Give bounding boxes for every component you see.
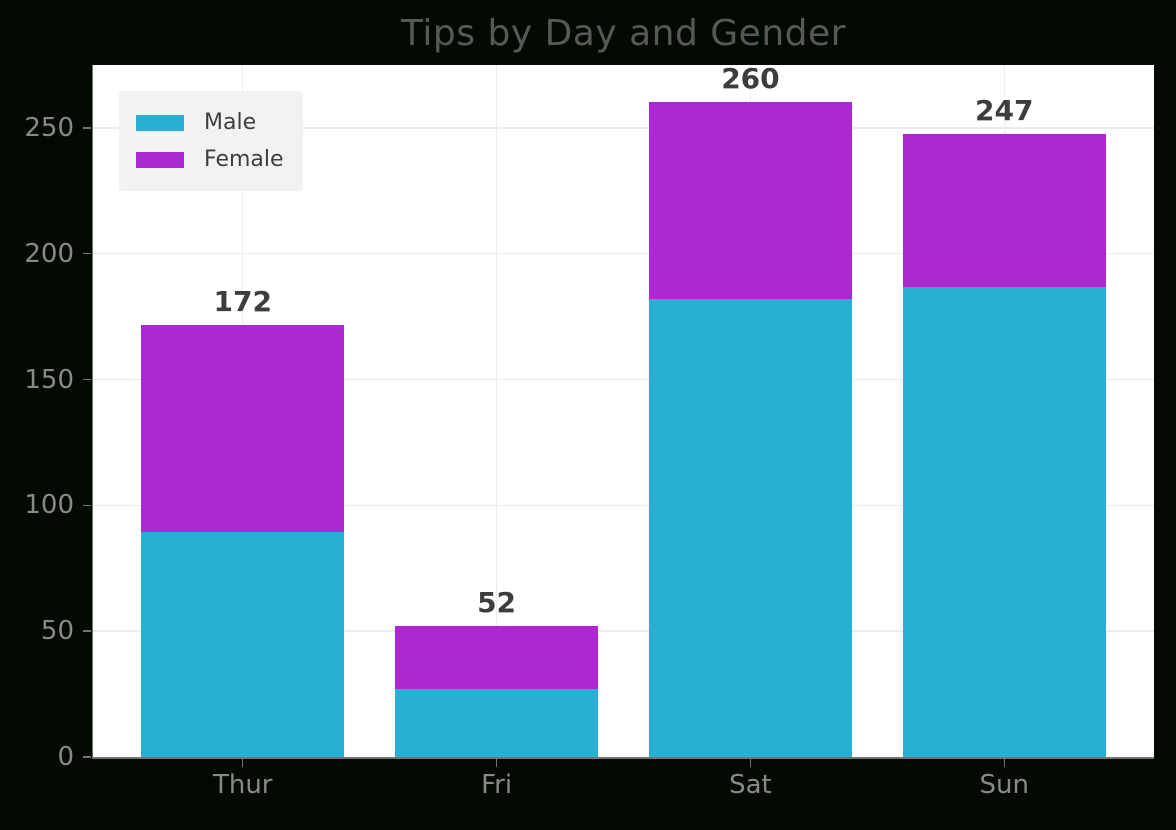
bar-segment-male xyxy=(395,689,599,757)
y-tick-mark xyxy=(83,378,91,381)
legend-label: Female xyxy=(204,146,284,172)
x-tick-label: Thur xyxy=(212,770,273,800)
y-axis-spine xyxy=(91,65,93,759)
bar-segment-female xyxy=(395,626,599,690)
plot-area: 172 52 260 247 xyxy=(93,61,1154,757)
legend-item: Female xyxy=(136,146,303,172)
y-axis: 0 50 100 150 200 250 xyxy=(0,65,93,770)
gridline-horizontal xyxy=(93,630,1154,632)
gridline-horizontal xyxy=(93,252,1154,255)
x-tick-label: Sun xyxy=(979,770,1029,800)
x-tick-mark xyxy=(241,758,244,767)
legend: Male Female xyxy=(119,91,303,191)
x-tick-label: Sat xyxy=(729,770,772,800)
y-tick-label: 100 xyxy=(24,490,74,521)
bar-total-label: 260 xyxy=(721,61,780,95)
gridline-vertical xyxy=(495,65,498,757)
bar-segment-male xyxy=(648,299,852,757)
y-tick-mark xyxy=(83,252,91,255)
bar-total-label: 52 xyxy=(477,586,517,620)
bar-total-label: 172 xyxy=(213,284,272,318)
bar-segment-male xyxy=(902,286,1106,757)
x-tick-label: Fri xyxy=(481,770,513,800)
bar-group xyxy=(648,101,852,757)
y-tick-label: 0 xyxy=(57,742,74,772)
legend-label: Male xyxy=(204,109,257,135)
y-tick-mark xyxy=(83,630,91,632)
gridline-horizontal xyxy=(93,378,1154,381)
bars-layer: 172 52 260 247 xyxy=(93,61,1154,757)
bar-group xyxy=(141,324,345,757)
gridline-horizontal xyxy=(93,127,1154,129)
legend-swatch-male xyxy=(136,114,184,131)
chart-title: Tips by Day and Gender xyxy=(401,13,846,54)
legend-swatch-female xyxy=(136,151,184,168)
y-tick-label: 150 xyxy=(24,364,74,395)
bar-segment-female xyxy=(141,324,345,533)
x-axis-spine xyxy=(91,757,1154,759)
y-tick-label: 200 xyxy=(24,238,74,269)
bar-group xyxy=(395,626,599,757)
gridline-horizontal xyxy=(93,504,1154,507)
bar-segment-female xyxy=(902,134,1106,287)
legend-item: Male xyxy=(136,109,303,135)
bar-group xyxy=(902,134,1106,757)
bar-segment-female xyxy=(648,101,852,300)
bar-segment-male xyxy=(141,532,345,757)
y-tick-label: 50 xyxy=(40,616,74,647)
y-tick-mark xyxy=(83,504,91,507)
x-tick-mark xyxy=(749,758,752,767)
y-tick-label: 250 xyxy=(24,112,74,143)
bar-total-label: 247 xyxy=(975,94,1034,128)
x-tick-mark xyxy=(1003,758,1006,767)
x-tick-mark xyxy=(495,758,498,767)
y-tick-mark xyxy=(83,756,91,758)
y-tick-mark xyxy=(83,127,91,129)
x-axis: Thur Fri Sat Sun xyxy=(93,757,1154,817)
